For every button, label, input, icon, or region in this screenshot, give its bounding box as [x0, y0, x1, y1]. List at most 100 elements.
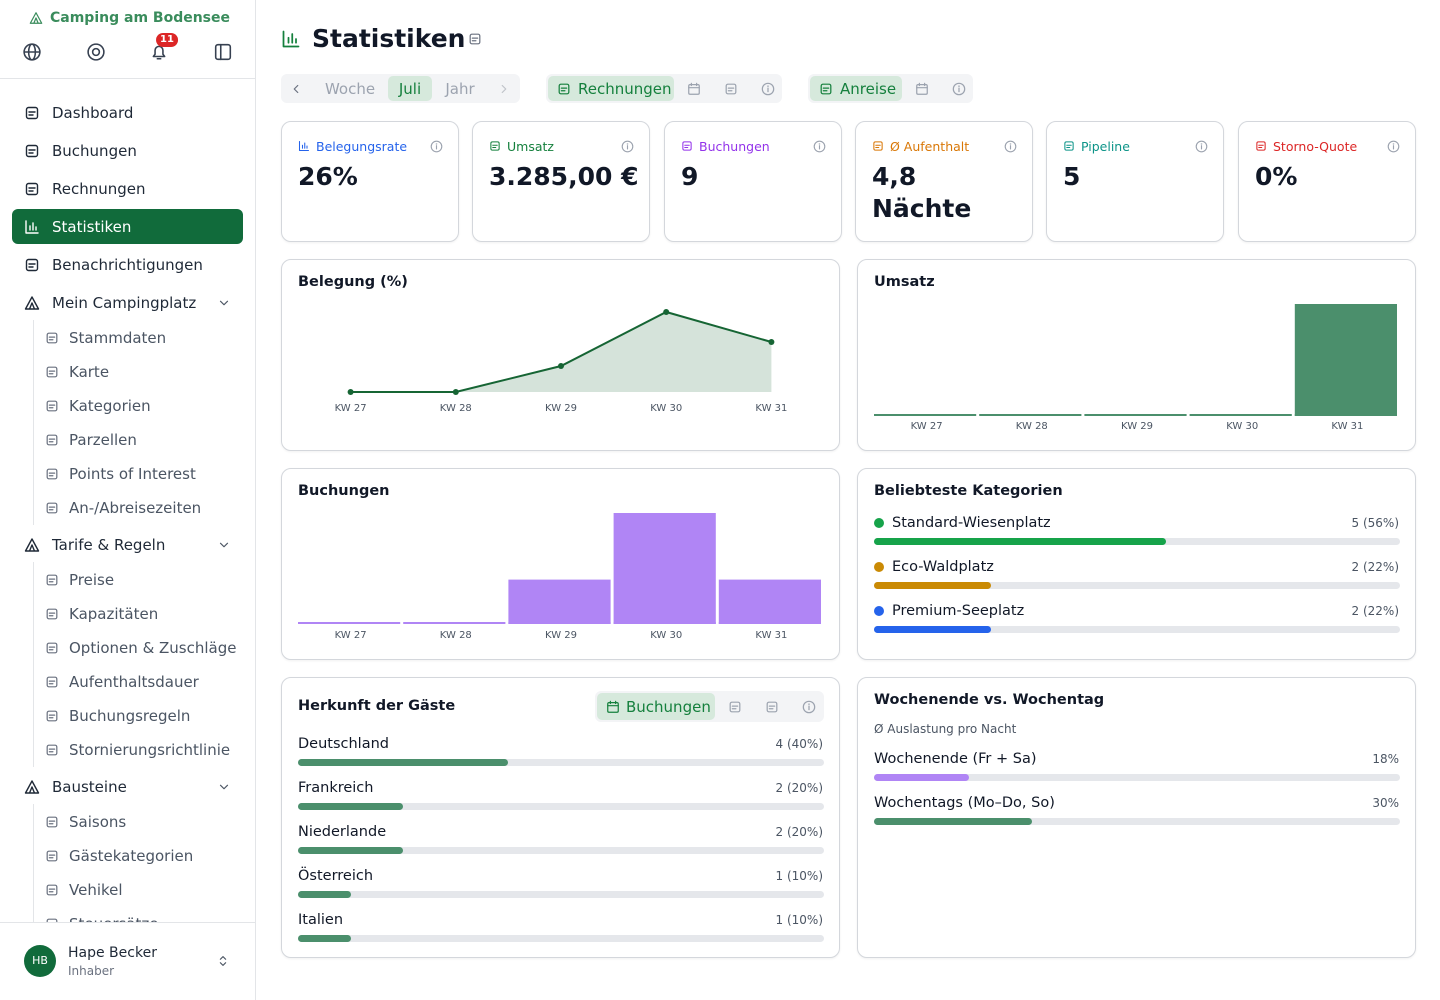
row-value: 18% — [1372, 752, 1399, 766]
icon — [25, 219, 39, 234]
legend-dot — [874, 518, 884, 528]
bar — [718, 579, 821, 624]
row-value: 30% — [1372, 796, 1399, 810]
bar-fill — [874, 818, 1032, 825]
icon[interactable] — [813, 140, 826, 153]
icon-part — [46, 502, 58, 514]
nav-tree-line — [33, 320, 34, 525]
icon[interactable] — [915, 82, 929, 96]
x-tick-label: KW 31 — [1331, 421, 1364, 432]
icon-part — [813, 140, 825, 152]
icon[interactable] — [468, 32, 482, 46]
icon-part — [282, 30, 300, 48]
kpi-label: Storno-Quote — [1273, 138, 1358, 154]
chart-title: Umsatz — [874, 274, 935, 290]
nav-subitem[interactable]: Parzellen — [36, 423, 243, 457]
nav-subitem[interactable]: Gästekategorien — [36, 839, 243, 873]
icon-part — [25, 144, 39, 157]
row-value: 1 (10%) — [775, 869, 823, 883]
icon[interactable] — [23, 43, 41, 61]
kpi-card: Pipeline 5 — [1046, 121, 1224, 242]
icon — [25, 106, 39, 119]
icon[interactable] — [1004, 140, 1017, 153]
card-title: Beliebteste Kategorien — [874, 483, 1063, 499]
nav-item[interactable]: Rechnungen — [12, 171, 243, 206]
icon[interactable] — [761, 82, 775, 96]
icon-part — [802, 700, 816, 713]
nav-subitem[interactable]: Kategorien — [36, 389, 243, 423]
nav-item[interactable]: Bausteine — [12, 769, 243, 804]
kpi-label: Umsatz — [507, 138, 554, 154]
icon-part — [469, 33, 481, 45]
period-option[interactable]: Jahr — [445, 79, 475, 98]
origin-option[interactable]: Buchungen — [626, 697, 711, 716]
icon — [558, 83, 570, 94]
nav-label: Buchungen — [52, 141, 137, 160]
bar-fill — [298, 759, 509, 766]
icon — [607, 700, 619, 713]
nav-subitem[interactable]: Buchungsregeln — [36, 699, 243, 733]
nav-subitem[interactable]: An-/Abreisezeiten — [36, 491, 243, 525]
icon[interactable] — [216, 954, 230, 968]
chart-title: Buchungen — [298, 483, 390, 499]
bar-track — [874, 818, 1400, 825]
nav-sublabel: Preise — [69, 571, 115, 589]
nav-item[interactable]: Dashboard — [12, 95, 243, 130]
icon — [25, 182, 39, 195]
icon[interactable] — [87, 43, 105, 61]
nav-subitem[interactable]: Steuersätze — [36, 907, 243, 922]
icon[interactable] — [621, 140, 634, 153]
icon-part — [219, 784, 229, 789]
icon[interactable] — [289, 82, 303, 96]
bar-fill — [298, 803, 404, 810]
icon-part — [761, 82, 775, 95]
x-tick-label: KW 30 — [650, 630, 683, 641]
row-label: Standard-Wiesenplatz — [892, 515, 1051, 531]
nav-subitem[interactable]: Vehikel — [36, 873, 243, 907]
x-tick-label: KW 29 — [1121, 421, 1153, 432]
nav-item[interactable]: Benachrichtigungen — [12, 247, 243, 282]
nav-subitem[interactable]: Stornierungsrichtlinie — [36, 733, 243, 767]
period-option[interactable]: Juli — [398, 79, 422, 98]
nav-sublabel: An-/Abreisezeiten — [69, 499, 202, 517]
x-tick-label: KW 29 — [545, 403, 577, 414]
nav-subitem[interactable]: Aufenthaltsdauer — [36, 665, 243, 699]
nav-subitem[interactable]: Points of Interest — [36, 457, 243, 491]
date-basis-option[interactable]: Anreise — [840, 79, 897, 98]
kpi-card: Ø Aufenthalt 4,8 Nächte — [855, 121, 1033, 242]
icon[interactable] — [687, 82, 701, 96]
nav-subitem[interactable]: Saisons — [36, 805, 243, 839]
avatar: HB — [24, 945, 56, 977]
icon[interactable] — [728, 700, 742, 714]
nav-item[interactable]: Buchungen — [12, 133, 243, 168]
nav-subitem[interactable]: Kapazitäten — [36, 597, 243, 631]
point — [347, 389, 354, 395]
nav-subitem[interactable]: Preise — [36, 563, 243, 597]
icon[interactable] — [724, 82, 738, 96]
icon[interactable] — [802, 700, 816, 714]
kpi-label: Ø Aufenthalt — [890, 138, 970, 154]
nav-label: Tarife & Regeln — [52, 535, 166, 554]
nav-subitem[interactable]: Karte — [36, 355, 243, 389]
icon-part — [621, 140, 633, 152]
icon[interactable] — [1387, 140, 1400, 153]
icon-part — [46, 574, 58, 586]
icon[interactable] — [214, 43, 232, 61]
bar — [1294, 304, 1397, 416]
icon[interactable] — [765, 700, 779, 714]
icon[interactable] — [430, 140, 443, 153]
nav-item[interactable]: Tarife & Regeln — [12, 527, 243, 562]
nav-subitem[interactable]: Stammdaten — [36, 321, 243, 355]
nav-item[interactable]: Statistiken — [12, 209, 243, 244]
nav-label: Dashboard — [52, 103, 134, 122]
nav-item[interactable]: Mein Campingplatz — [12, 285, 243, 320]
icon[interactable] — [1195, 140, 1208, 153]
source-option[interactable]: Rechnungen — [578, 79, 672, 98]
nav-subitem[interactable]: Optionen & Zuschläge — [36, 631, 243, 665]
period-option[interactable]: Woche — [324, 79, 376, 98]
sidebar: Camping am Bodensee 11 Dashboard Buchungen R… — [0, 0, 256, 1000]
icon — [46, 918, 58, 922]
icon — [46, 332, 58, 344]
icon[interactable] — [952, 82, 966, 96]
icon[interactable] — [497, 82, 511, 96]
